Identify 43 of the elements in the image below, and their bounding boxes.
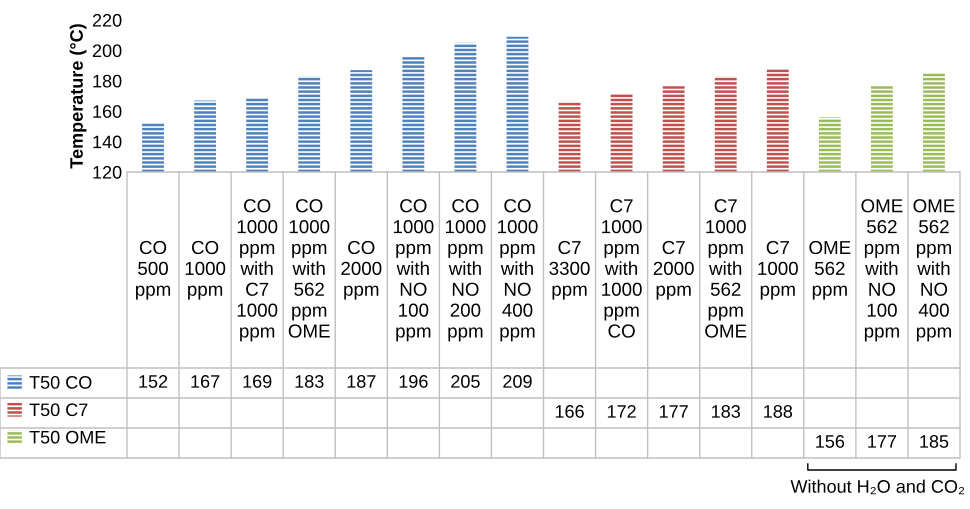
x-tick-label: CO 2000 ppm: [341, 240, 382, 300]
x-tick-label: CO 1000 ppm with 562 ppm OME: [288, 199, 330, 338]
data-label: 183: [296, 375, 324, 388]
data-label: 172: [608, 405, 636, 418]
data-label: 187: [348, 375, 376, 388]
x-tick-label: C7 1000 ppm: [758, 240, 798, 300]
x-tick-label: CO 500 ppm: [136, 240, 170, 300]
data-label: 188: [764, 405, 792, 418]
x-tick-label: OME 562 ppm with NO 100 ppm: [861, 199, 902, 342]
data-label: 196: [400, 375, 428, 388]
x-tick-label: C7 2000 ppm: [654, 240, 694, 300]
data-label: 177: [660, 405, 688, 418]
y-tick-label: 140: [93, 136, 122, 148]
legend-label: T50 CO: [29, 376, 92, 389]
data-label: 185: [920, 435, 948, 448]
x-tick-label: C7 1000 ppm with 1000 ppm CO: [602, 199, 642, 338]
x-tick-label: C7 1000 ppm with 562 ppm OME: [705, 199, 746, 338]
data-label: 209: [503, 375, 532, 388]
x-tick-label: CO 1000 ppm with NO 100 ppm: [394, 199, 434, 342]
data-label: 166: [556, 405, 584, 418]
y-tick-label: 160: [93, 105, 122, 118]
y-tick-label: 180: [93, 74, 122, 88]
text: Without H₂O and CO₂: [790, 480, 964, 494]
data-label: 156: [816, 435, 844, 448]
y-tick-label: 200: [92, 44, 122, 58]
data-label: 183: [712, 405, 740, 418]
legend-label: T50 C7: [29, 403, 88, 416]
x-tick-label: CO 1000 ppm with NO 400 ppm: [498, 199, 538, 342]
data-label: 177: [868, 435, 896, 448]
data-label: 167: [191, 375, 220, 388]
x-tick-label: OME 562 ppm with NO 400 ppm: [914, 199, 955, 342]
data-label: 152: [139, 375, 168, 388]
x-tick-label: CO 1000 ppm with C7 1000 ppm: [238, 199, 278, 342]
y-tick-label: 120: [93, 166, 122, 179]
data-label: 169: [243, 375, 272, 388]
x-tick-label: CO 1000 ppm with NO 200 ppm: [446, 199, 486, 342]
legend-label: T50 OME: [29, 430, 106, 444]
y-tick-label: 220: [92, 14, 122, 27]
x-tick-label: OME 562 ppm: [809, 240, 850, 300]
x-tick-label: CO 1000 ppm: [186, 240, 226, 300]
y-axis-title: Temperature (°C): [70, 24, 86, 168]
data-label: 205: [451, 375, 480, 388]
x-tick-label: C7 3300 ppm: [549, 240, 590, 300]
